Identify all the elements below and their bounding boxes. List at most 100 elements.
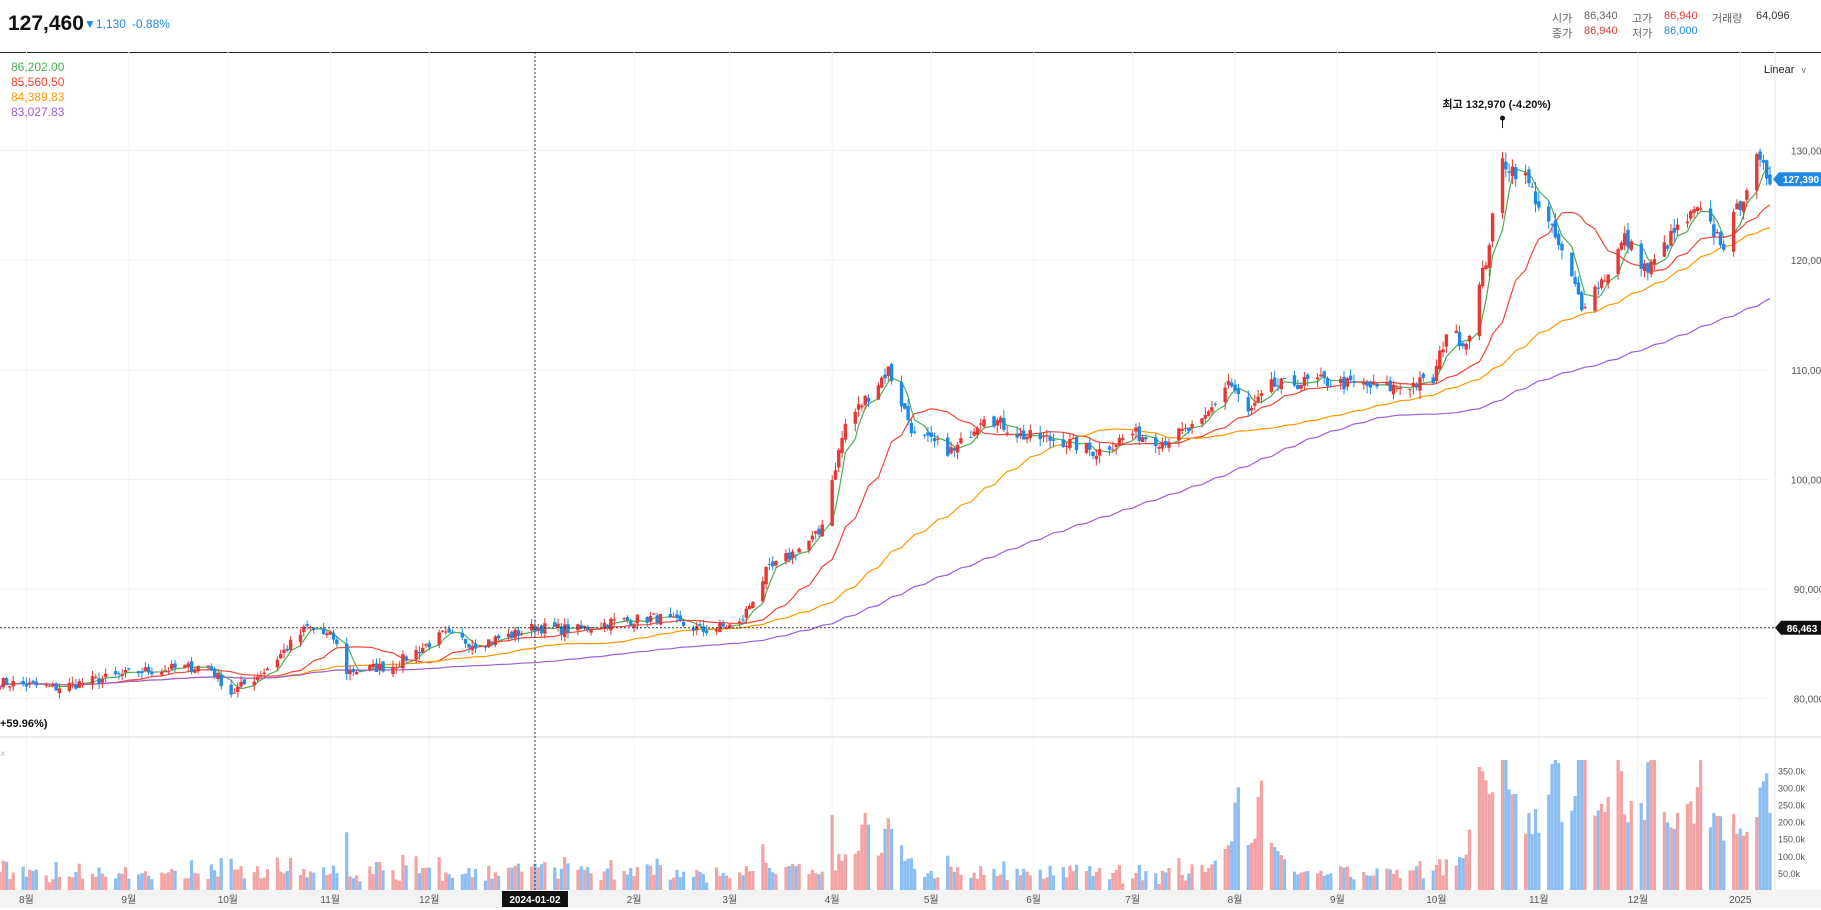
candle-body xyxy=(328,632,332,635)
candle xyxy=(1339,375,1343,390)
volume-bar xyxy=(374,862,379,890)
volume-bar xyxy=(1530,834,1534,890)
candle-body xyxy=(1368,382,1373,388)
candle-body xyxy=(1279,378,1283,390)
volume-bar xyxy=(397,880,402,890)
candle-body xyxy=(840,438,844,453)
candle xyxy=(378,658,382,676)
candle xyxy=(1556,229,1561,250)
crosshair-date-tag xyxy=(501,891,568,907)
candle xyxy=(784,549,788,565)
candle-body xyxy=(1084,442,1089,453)
candle xyxy=(1157,445,1161,455)
volume-bar xyxy=(487,865,491,890)
volume-bar xyxy=(450,877,455,890)
candle xyxy=(1550,222,1554,234)
volume-bar xyxy=(936,877,940,890)
candle-body xyxy=(586,626,590,630)
volume-bar xyxy=(24,876,29,890)
candle-body xyxy=(1738,201,1742,211)
volume-bar xyxy=(1722,840,1726,890)
candle xyxy=(1454,324,1458,334)
candle xyxy=(1395,384,1399,392)
volume-bar xyxy=(305,877,309,890)
candle xyxy=(493,634,498,648)
volume-bar xyxy=(1160,870,1164,890)
candle-body xyxy=(206,665,210,667)
volume-bar xyxy=(695,869,699,890)
candle xyxy=(120,668,124,681)
volume-bar xyxy=(209,864,213,890)
volume-bar xyxy=(440,880,445,890)
candle-body xyxy=(1025,437,1029,440)
candle xyxy=(876,382,881,401)
candle-body xyxy=(1253,402,1257,406)
volume-bar xyxy=(1699,760,1703,890)
candle-body xyxy=(582,626,587,629)
candle-body xyxy=(77,681,81,688)
volume-bar xyxy=(444,872,448,890)
candle xyxy=(437,629,441,649)
candle xyxy=(354,670,359,675)
candle xyxy=(70,676,75,689)
candle-body xyxy=(113,671,118,675)
candlesticks xyxy=(0,148,1772,699)
candle-body xyxy=(992,416,996,427)
volume-bar xyxy=(127,878,131,890)
volume-bar xyxy=(1071,871,1075,890)
candle xyxy=(1292,370,1297,387)
volume-bar xyxy=(1134,873,1138,890)
volume-bar xyxy=(506,867,511,890)
candle xyxy=(1021,424,1026,440)
low-label: 저가 xyxy=(1632,28,1653,40)
volume-bar xyxy=(147,875,151,890)
candle-body xyxy=(843,423,848,440)
volume-bar xyxy=(563,857,567,890)
volume-bar xyxy=(1557,763,1561,890)
candle xyxy=(1527,166,1531,188)
candle-body xyxy=(817,528,821,535)
scale-mode-dropdown[interactable]: Linear ∨ xyxy=(1764,64,1807,76)
volume-bar xyxy=(421,868,425,890)
volume-bar xyxy=(1223,848,1227,890)
candle-body xyxy=(305,624,309,626)
candle-body xyxy=(1411,382,1416,388)
volume-bar xyxy=(1233,802,1237,890)
volume-bar xyxy=(1213,860,1217,890)
volume-bar xyxy=(972,872,976,890)
volume-bar xyxy=(1094,871,1098,890)
volume-bar xyxy=(1768,813,1772,890)
volume-bar xyxy=(1547,794,1551,890)
close-icon[interactable]: × xyxy=(0,749,6,760)
candle xyxy=(1560,241,1564,260)
candle xyxy=(24,677,29,692)
candle-body xyxy=(308,627,313,629)
candle-body xyxy=(658,614,663,625)
candle xyxy=(1071,434,1075,440)
candle-body xyxy=(1236,388,1241,395)
candle-body xyxy=(437,632,441,645)
candle-body xyxy=(496,635,501,639)
volume-bar xyxy=(1662,811,1666,890)
volume-bar xyxy=(724,875,729,890)
volume-bar xyxy=(1418,861,1422,890)
volume-bar xyxy=(437,857,441,890)
volume-bar xyxy=(1741,835,1746,890)
candle xyxy=(909,418,914,437)
candle-body xyxy=(1547,206,1551,222)
candle-body xyxy=(1206,411,1211,416)
volume-bar xyxy=(909,858,914,890)
candle-body xyxy=(655,615,659,623)
volume-bar xyxy=(1507,789,1511,890)
volume-bar xyxy=(1692,823,1696,890)
candle xyxy=(506,628,511,642)
candle xyxy=(724,624,729,630)
candle xyxy=(586,624,590,633)
volume-bar xyxy=(830,814,834,890)
volume-bar xyxy=(140,873,144,890)
candle xyxy=(629,618,633,627)
candle xyxy=(1064,442,1069,455)
candle xyxy=(1097,441,1102,464)
price-tick-label: 130,000 xyxy=(1791,147,1821,158)
